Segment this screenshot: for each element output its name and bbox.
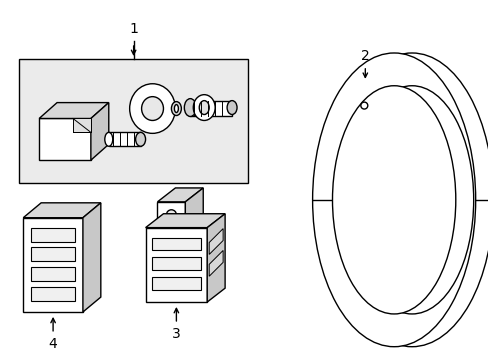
Bar [23, 218, 83, 312]
Polygon shape [209, 251, 223, 276]
Bar [108, 132, 141, 146]
Bar [39, 118, 91, 160]
Bar [145, 228, 207, 302]
Polygon shape [207, 214, 224, 302]
Ellipse shape [166, 210, 176, 220]
Bar [151, 257, 201, 270]
Polygon shape [39, 103, 108, 118]
Ellipse shape [360, 102, 367, 109]
Polygon shape [157, 202, 185, 228]
Ellipse shape [312, 53, 475, 347]
Bar [31, 267, 75, 281]
Polygon shape [209, 229, 223, 255]
Text: 2: 2 [360, 49, 369, 63]
Ellipse shape [353, 87, 361, 96]
Polygon shape [23, 203, 101, 218]
Ellipse shape [135, 132, 145, 146]
Polygon shape [185, 188, 203, 228]
Bar [366, 88, 382, 96]
Bar [190, 100, 232, 116]
Ellipse shape [184, 99, 196, 117]
Text: 3: 3 [172, 327, 181, 341]
Ellipse shape [199, 100, 209, 114]
Polygon shape [73, 118, 91, 132]
Bar [31, 228, 75, 242]
Ellipse shape [330, 53, 488, 347]
Bar [31, 287, 75, 301]
Bar [151, 238, 201, 251]
Bar [19, 59, 247, 183]
Ellipse shape [193, 95, 215, 121]
Polygon shape [91, 103, 108, 160]
Bar [31, 247, 75, 261]
Ellipse shape [174, 105, 178, 113]
Polygon shape [83, 203, 101, 312]
Polygon shape [145, 214, 224, 228]
Ellipse shape [171, 102, 181, 116]
Ellipse shape [104, 132, 113, 146]
Ellipse shape [377, 87, 386, 96]
Bar [151, 277, 201, 290]
Ellipse shape [350, 86, 473, 314]
Polygon shape [157, 188, 203, 202]
Ellipse shape [347, 82, 366, 102]
Ellipse shape [142, 96, 163, 121]
Text: 4: 4 [49, 337, 58, 351]
Ellipse shape [332, 86, 455, 314]
Ellipse shape [226, 100, 237, 114]
Text: 1: 1 [129, 22, 138, 36]
Ellipse shape [129, 84, 175, 133]
